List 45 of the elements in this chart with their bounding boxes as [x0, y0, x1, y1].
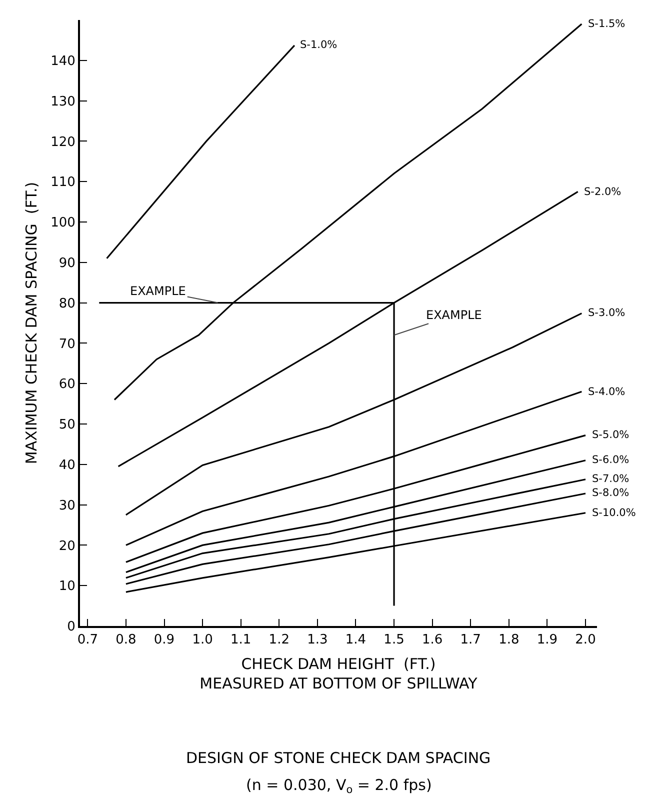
x-tick-label: 0.7	[77, 632, 98, 648]
annotation: EXAMPLE	[426, 308, 482, 322]
series-label: S-7.0%	[592, 473, 630, 485]
series-label: S-3.0%	[588, 307, 626, 319]
series-label: S-5.0%	[592, 429, 630, 441]
text: DESIGN OF STONE CHECK DAM SPACING	[186, 749, 491, 767]
annotation: EXAMPLE	[130, 284, 186, 298]
y-tick-label: 140	[50, 54, 76, 69]
x-tick-label: 1.0	[192, 632, 213, 648]
x-tick-label: 1.4	[345, 632, 366, 648]
x-tick-label: 1.5	[384, 632, 404, 648]
x-tick-label: 1.6	[422, 632, 443, 648]
y-tick-label: 70	[58, 336, 76, 352]
x-tick-label: 1.9	[536, 632, 558, 648]
text: (n = 0.030, V$_{o}$ = 2.0 fps)	[246, 776, 432, 796]
x-tick-label: 1.8	[498, 632, 520, 648]
x-axis-title: CHECK DAM HEIGHT (FT.) MEASURED AT BOTTOM OF SPILLWAY	[200, 655, 478, 693]
series-label: S-1.5%	[588, 18, 626, 30]
y-tick-label: 10	[58, 579, 76, 594]
x-tick-label: 1.3	[307, 632, 328, 648]
x-tick-label: 2.0	[575, 632, 596, 648]
y-tick-label: 80	[58, 296, 76, 312]
x-tick-label: 0.8	[116, 632, 136, 648]
series-label: S-8.0%	[592, 487, 630, 499]
x-tick-label: 1.1	[230, 632, 252, 648]
series-label: S-1.0%	[300, 39, 338, 51]
series-label: S-6.0%	[592, 454, 630, 466]
x-tick-label: 1.7	[460, 632, 481, 648]
x-tick-label: 1.2	[268, 632, 290, 648]
y-tick-label: 130	[50, 94, 76, 110]
y-tick-label: 100	[50, 216, 76, 231]
x-tick-label: 0.9	[154, 632, 175, 648]
y-tick-label: 120	[50, 134, 76, 150]
y-tick-label: 90	[58, 256, 76, 271]
y-tick-label: 20	[58, 538, 76, 554]
series-label: S-10.0%	[592, 507, 636, 519]
y-tick-label: 0	[67, 620, 76, 635]
series-label: S-4.0%	[588, 386, 626, 398]
y-axis-title: MAXIMUM CHECK DAM SPACING (FT.)	[22, 182, 40, 464]
y-tick-label: 110	[50, 175, 76, 190]
y-tick-label: 50	[58, 418, 76, 433]
y-tick-label: 40	[58, 458, 76, 473]
y-tick-label: 60	[58, 377, 76, 392]
series-label: S-2.0%	[584, 186, 622, 198]
y-tick-label: 30	[58, 498, 76, 514]
